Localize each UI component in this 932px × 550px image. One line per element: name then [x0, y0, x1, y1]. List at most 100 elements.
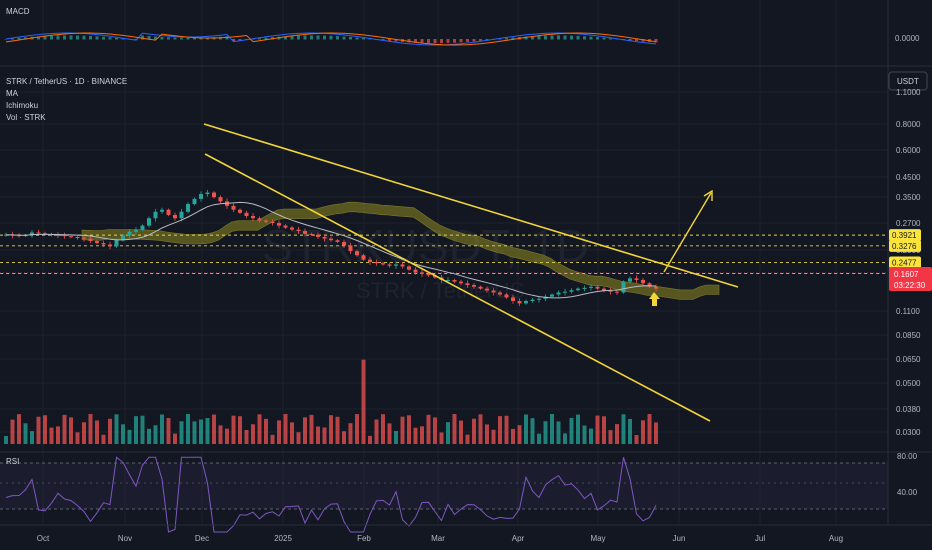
candle-body [147, 218, 151, 226]
indicator-volume[interactable]: Vol · STRK [6, 113, 46, 122]
candle-body [192, 198, 197, 205]
macd-bar [466, 39, 469, 42]
volume-bar [641, 420, 645, 444]
candle-body [524, 301, 528, 304]
volume-bar [30, 431, 34, 444]
macd-bar [414, 39, 417, 43]
candle-body [82, 237, 86, 239]
macd-bar [537, 35, 541, 40]
macd-bar [589, 36, 593, 40]
macd-bar [576, 35, 580, 40]
macd-bar [82, 35, 86, 40]
volume-bar [114, 414, 119, 444]
candle-body [647, 283, 652, 287]
macd-pane[interactable]: MACD 0.0000 [4, 7, 921, 46]
candle-body [342, 241, 346, 246]
candle-body [101, 243, 106, 245]
macd-bar [193, 37, 196, 40]
candle-body [459, 281, 463, 284]
candle-body [212, 192, 216, 198]
volume-bar [277, 420, 281, 444]
candle-body [621, 281, 626, 293]
macd-bar [583, 36, 586, 40]
currency-button[interactable]: USDT [888, 71, 928, 91]
indicator-ma[interactable]: MA [6, 89, 19, 98]
volume-bar [576, 414, 580, 444]
volume-bar [4, 436, 8, 444]
volume-bar [556, 421, 561, 444]
upper-trendline[interactable] [203, 123, 739, 288]
volume-bar [264, 418, 268, 444]
candle-body [108, 244, 112, 247]
macd-bar [446, 39, 450, 43]
volume-bar [316, 426, 320, 444]
volume-bar [127, 429, 132, 444]
time-axis-label: Apr [512, 534, 525, 543]
up-arrow-marker[interactable] [649, 292, 660, 306]
price-pane[interactable]: STRKUSDT, 1D STRK / TetherUS STRK / Teth… [0, 71, 932, 444]
volume-bar [199, 419, 203, 444]
volume-bar [17, 414, 21, 444]
indicator-ichimoku[interactable]: Ichimoku [6, 101, 38, 110]
time-axis[interactable]: Oct Nov Dec 2025 Feb Mar Apr May Jun Jul Aug [37, 534, 843, 543]
macd-bar [115, 37, 118, 40]
volume-bar [251, 424, 255, 444]
volume-bar [654, 422, 658, 444]
macd-bar [4, 39, 8, 40]
volume-bar [608, 430, 613, 444]
price-axis-label: 0.1100 [896, 307, 920, 316]
macd-bar [472, 39, 476, 42]
volume-bar [368, 435, 372, 444]
macd-bar [407, 39, 411, 43]
macd-bar [258, 38, 261, 40]
volume-bar [231, 415, 236, 444]
volume-bar [485, 424, 489, 444]
candle-body [283, 225, 288, 228]
volume-bar [394, 430, 398, 444]
projection-arrow[interactable] [663, 192, 712, 273]
macd-bar [654, 39, 658, 43]
level-tag-value: 0.3921 [892, 231, 917, 240]
macd-bar [69, 35, 73, 40]
rsi-level-high: 80.00 [897, 452, 918, 461]
macd-bar [635, 39, 638, 42]
volume-bar [498, 416, 502, 444]
volume-bar [387, 423, 392, 444]
candle-body [550, 294, 554, 297]
volume-bar [309, 414, 314, 444]
volume-bar [296, 432, 301, 444]
candle-body [251, 216, 255, 219]
volume-bar [537, 433, 541, 444]
volume-bar [647, 414, 652, 444]
macd-bar [388, 39, 391, 41]
candle-body [589, 286, 593, 288]
time-axis-label: Oct [37, 534, 50, 543]
candle-body [491, 290, 496, 293]
volume-bar [595, 415, 600, 444]
time-axis-label: Aug [829, 534, 843, 543]
macd-bar [95, 36, 99, 40]
candle-body [296, 229, 301, 232]
candle-body [407, 266, 411, 270]
lower-trendline[interactable] [204, 153, 711, 422]
macd-bar [199, 37, 203, 40]
candle-body [537, 298, 541, 300]
rsi-pane[interactable]: RSI 80.00 40.00 [0, 452, 918, 533]
candle-body [355, 251, 359, 256]
volume-bar [361, 359, 366, 444]
macd-bar [336, 36, 339, 40]
candle-body [121, 235, 125, 241]
macd-bar [427, 39, 430, 44]
volume-bar [517, 425, 522, 444]
candle-body [36, 232, 41, 234]
volume-bar [283, 414, 288, 444]
volume-bar [511, 428, 515, 444]
time-axis-label: 2025 [274, 534, 292, 543]
candle-body [446, 279, 450, 281]
volume-bars [4, 359, 658, 444]
macd-title: MACD [6, 7, 30, 16]
macd-bar [154, 36, 157, 40]
volume-bar [322, 427, 327, 444]
candle-body [628, 278, 632, 282]
